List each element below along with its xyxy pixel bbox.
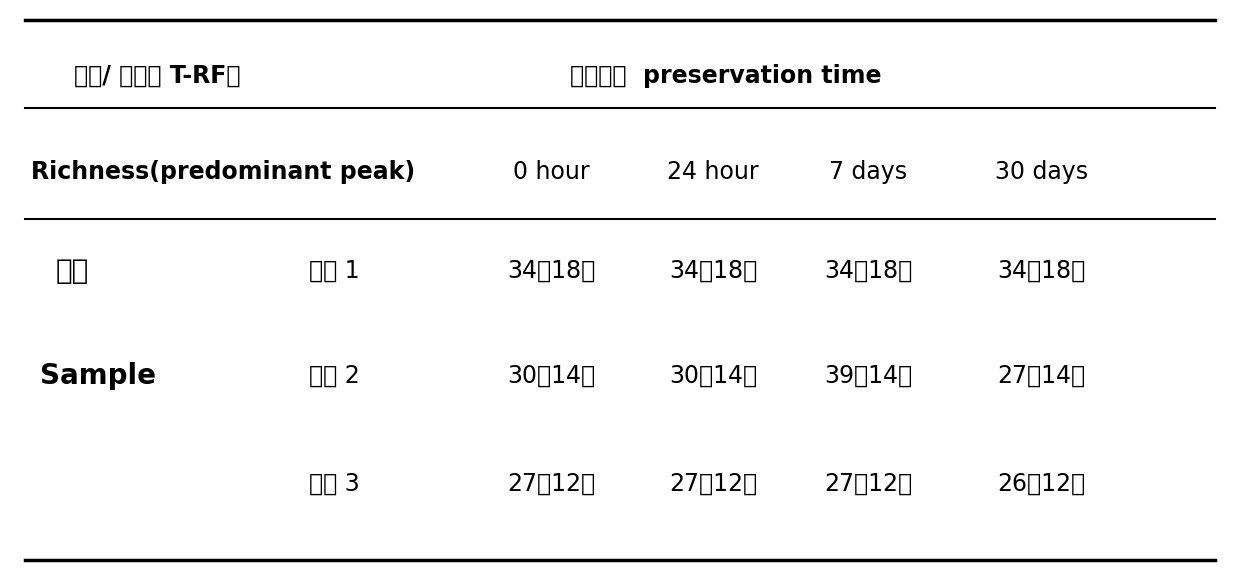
Text: 7 days: 7 days xyxy=(828,160,908,184)
Text: 30（14）: 30（14） xyxy=(668,364,758,388)
Text: 34（18）: 34（18） xyxy=(668,259,758,283)
Text: 0 hour: 0 hour xyxy=(513,160,590,184)
Text: 34（18）: 34（18） xyxy=(823,259,913,283)
Text: 34（18）: 34（18） xyxy=(997,259,1086,283)
Text: 27（12）: 27（12） xyxy=(507,472,596,496)
Text: 样本 2: 样本 2 xyxy=(310,364,360,388)
Text: 30 days: 30 days xyxy=(994,160,1089,184)
Text: 26（12）: 26（12） xyxy=(997,472,1086,496)
Text: 27（14）: 27（14） xyxy=(997,364,1086,388)
Text: Richness(predominant peak): Richness(predominant peak) xyxy=(31,160,415,184)
Text: 27（12）: 27（12） xyxy=(668,472,758,496)
Text: 样本 3: 样本 3 xyxy=(310,472,360,496)
Text: 30（14）: 30（14） xyxy=(507,364,596,388)
Text: 样本: 样本 xyxy=(56,257,89,285)
Text: 27（12）: 27（12） xyxy=(823,472,913,496)
Text: Sample: Sample xyxy=(40,362,156,390)
Text: 34（18）: 34（18） xyxy=(507,259,596,283)
Text: 保存时间  preservation time: 保存时间 preservation time xyxy=(570,64,882,88)
Text: 39（14）: 39（14） xyxy=(823,364,913,388)
Text: 样本 1: 样本 1 xyxy=(310,259,360,283)
Text: 丰度/ （优势 T-RF）: 丰度/ （优势 T-RF） xyxy=(74,64,241,88)
Text: 24 hour: 24 hour xyxy=(667,160,759,184)
